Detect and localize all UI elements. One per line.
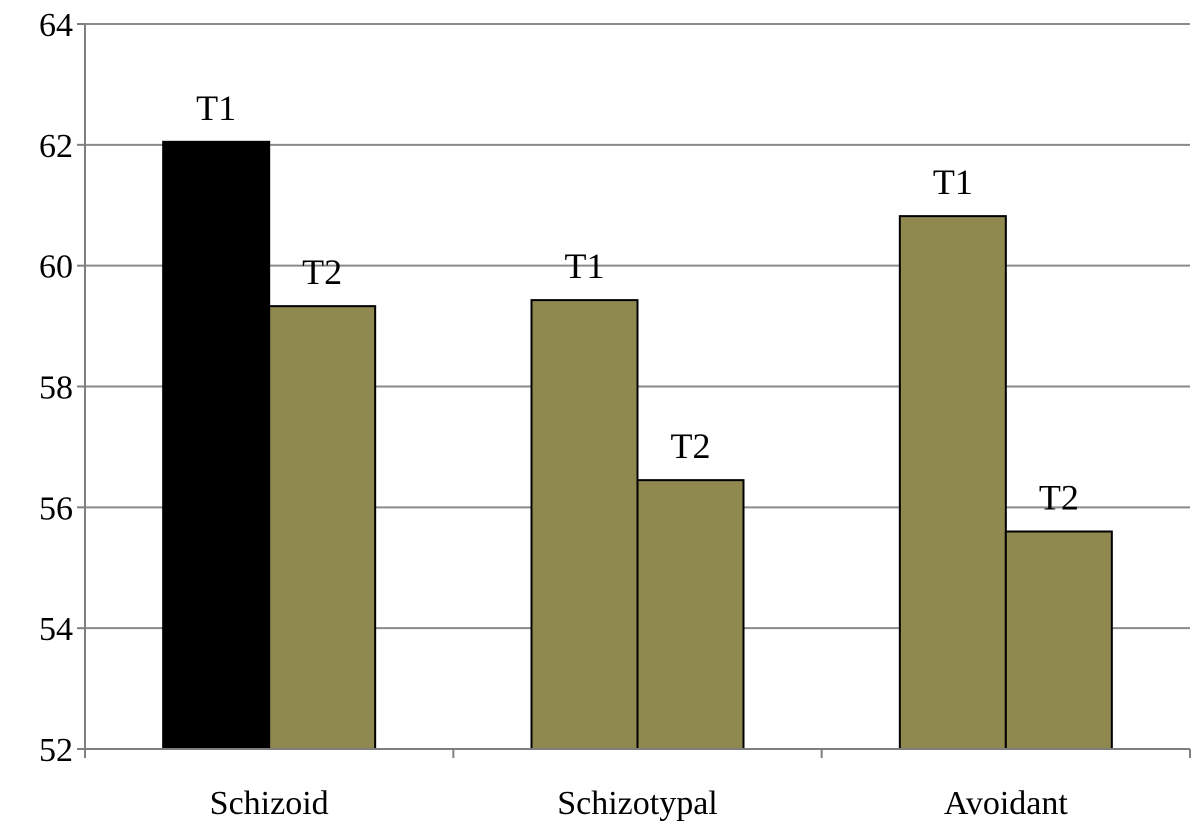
category-labels: Schizoid Schizotypal Avoidant <box>210 785 1069 822</box>
y-tick-label: 60 <box>39 249 73 286</box>
bar-label: T2 <box>302 252 342 292</box>
bar-label: T1 <box>565 246 605 286</box>
y-tick-labels: 52 54 56 58 60 62 64 <box>39 7 73 769</box>
bar-avoidant-t2 <box>1004 530 1113 750</box>
bar-schizoid-t2 <box>268 305 377 750</box>
bars <box>162 140 1113 750</box>
y-tick-label: 58 <box>39 370 73 407</box>
category-label: Schizoid <box>210 785 329 822</box>
category-label: Avoidant <box>944 785 1069 822</box>
bar-label: T2 <box>1039 478 1079 518</box>
bar-label: T1 <box>196 88 236 128</box>
bar-label: T2 <box>671 426 711 466</box>
y-tick-label: 54 <box>39 611 73 648</box>
y-tick-label: 62 <box>39 128 73 165</box>
axes <box>77 23 1191 758</box>
y-tick-label: 52 <box>39 732 73 769</box>
bar-label: T1 <box>933 162 973 202</box>
bar-labels: T1 T2 T1 T2 T1 T2 <box>196 88 1079 518</box>
category-label: Schizotypal <box>557 785 718 822</box>
bar-schizotypal-t1 <box>530 299 639 750</box>
bar-schizotypal-t2 <box>636 479 745 750</box>
bar-avoidant-t1 <box>898 215 1007 750</box>
y-tick-label: 64 <box>39 7 73 44</box>
bar-schizoid-t1 <box>162 140 271 750</box>
y-tick-label: 56 <box>39 490 73 527</box>
